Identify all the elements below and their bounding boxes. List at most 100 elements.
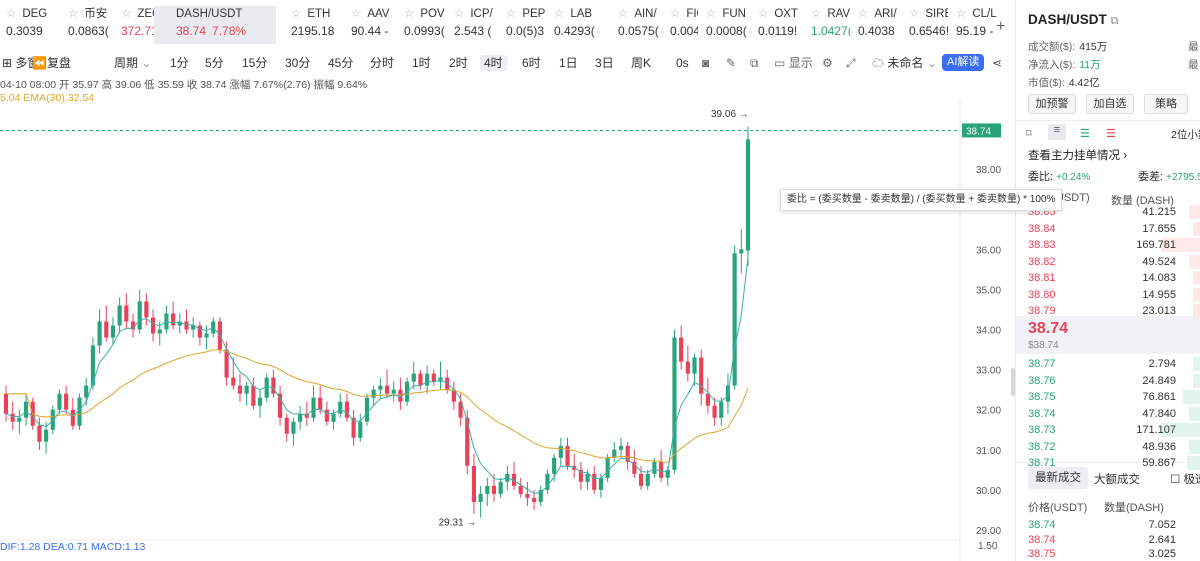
candle-body [344,401,349,418]
add-ticker-button[interactable]: + [996,18,1006,35]
star-icon[interactable]: ☆ [404,8,415,20]
asks-row[interactable]: 38.83 169.781 [1028,237,1200,253]
bids-row[interactable]: 38.77 2.794 [1028,356,1200,372]
bids-row[interactable]: 38.73 171.107 [1028,422,1200,438]
interval-30分[interactable]: 30分 [285,56,311,70]
ticker-15[interactable]: ☆ ARI/0.4038 [858,6,901,44]
orderbook-asks-icon[interactable]: ☰ [1106,128,1116,140]
ticker-10[interactable]: ☆ AIN/0.0575( [618,6,662,44]
asks-row[interactable]: 38.81 14.083 [1028,270,1200,286]
ticker-8[interactable]: ☆ PEP 0.0(5)3 [506,6,546,44]
bids-row[interactable]: 38.72 48.936 [1028,439,1200,455]
tab-large-trades[interactable]: 大额成交 [1094,474,1140,486]
bids-row[interactable]: 38.75 76.861 [1028,389,1200,405]
star-icon[interactable]: ☆ [706,8,717,20]
star-icon[interactable]: ☆ [554,8,565,20]
interval-1日[interactable]: 1日 [559,56,578,70]
star-icon[interactable]: ☆ [670,8,681,20]
interval-15分[interactable]: 15分 [242,56,268,70]
trade-row: 38.74 7.052 [1028,519,1176,531]
layout-name-dropdown[interactable]: ☁ 未命名 ⌄ [872,56,937,70]
y-tick-label: 36.00 [976,245,1001,256]
orderbook-bids-icon[interactable]: ☰ [1080,128,1090,140]
interval-5分[interactable]: 5分 [205,56,224,70]
replay-button[interactable]: ⏪复盘 [32,56,71,70]
ticker-7[interactable]: ☆ ICP/2.543 ( [454,6,498,44]
interval-4时[interactable]: 4时 [480,55,507,71]
display-button[interactable]: ▭ 显示 [774,56,813,70]
star-icon[interactable]: ☆ [858,8,869,20]
strategy-button[interactable]: 策略 [1144,94,1188,114]
ticker-9[interactable]: ☆ LAB 0.4293( [554,6,610,44]
ticker-price: 372.71 [121,24,158,38]
layout-icon[interactable]: ⧉ [750,56,759,70]
ticker-0[interactable]: ☆ DEG 0.3039 [6,6,60,44]
share-icon[interactable]: ⋖ [992,56,1003,70]
star-icon[interactable]: ☆ [909,8,920,20]
ticker-11[interactable]: ☆FIO/0.0047: [670,6,698,44]
panel-collapse-handle[interactable] [1011,368,1015,396]
period-dropdown[interactable]: 周期 ⌄ [114,56,152,70]
star-icon[interactable]: ☆ [618,8,629,20]
bids-row[interactable]: 38.76 24.849 [1028,373,1200,389]
multi-window-button[interactable]: ⊞ 多窗 [2,56,40,70]
decimal-dropdown[interactable]: 2位小数 [1171,129,1200,141]
asks-row[interactable]: 38.84 17.655 [1028,221,1200,237]
y-tick-label: 32.00 [976,406,1001,417]
star-icon[interactable]: ☆ [351,8,362,20]
ticker-3[interactable]: DASH/USDT 38.74 7.78% [154,6,276,44]
add-favorite-button[interactable]: 加自选 [1086,94,1134,114]
bids-row[interactable]: 38.74 47.840 [1028,406,1200,422]
star-icon[interactable]: ☆ [291,8,302,20]
candle-body [632,461,637,474]
star-icon[interactable]: ☆ [121,8,132,20]
star-icon[interactable]: ☆ [454,8,465,20]
ticker-5[interactable]: ☆ AAV 90.44 - [351,6,396,44]
weibi-tooltip: 委比 = (委买数量 - 委卖数量) / (委买数量 + 委卖数量) * 100… [780,189,1063,211]
candle-body [37,425,42,442]
fullscreen-icon[interactable]: ⤢ [846,56,856,70]
ticker-2[interactable]: ☆ZEC 372.71 [121,6,158,44]
pen-icon[interactable]: ✎ [726,56,737,70]
interval-1分[interactable]: 1分 [170,56,189,70]
add-alert-button[interactable]: 加预警 [1028,94,1076,114]
star-icon[interactable]: ☆ [506,8,517,20]
interval-3日[interactable]: 3日 [595,56,614,70]
tab-latest-trades[interactable]: 最新成交 [1028,467,1088,489]
ticker-6[interactable]: ☆ POV 0.0993( [404,6,446,44]
order-qty: 24.849 [1142,374,1176,387]
interval-2时[interactable]: 2时 [449,56,468,70]
ai-interpret-button[interactable]: AI解读 [942,54,985,71]
main-orders-link[interactable]: 查看主力挂单情况 › [1028,150,1128,162]
star-icon[interactable]: ☆ [68,8,79,20]
fast-toggle[interactable]: ☐ 极速 [1170,474,1200,486]
ticker-4[interactable]: ☆ ETH 2195.18 [291,6,343,44]
bookmark-icon[interactable]: ⌑ [1026,128,1032,140]
interval-1时[interactable]: 1时 [412,56,431,70]
interval-6时[interactable]: 6时 [522,56,541,70]
ticker-17[interactable]: ☆ CL/L 95.19 - [956,6,1001,44]
asks-row[interactable]: 38.80 14.955 [1028,287,1200,303]
ticker-name: ☆ ICP/ [454,8,493,20]
interval-分时[interactable]: 分时 [370,56,395,70]
star-icon[interactable]: ☆ [6,8,17,20]
interval-周K[interactable]: 周K [631,56,652,70]
interval-45分[interactable]: 45分 [328,56,354,70]
star-icon[interactable]: ☆ [956,8,967,20]
ticker-14[interactable]: ☆ RAV 1.0427( [811,6,850,44]
bids-row[interactable]: 38.71 59.867 [1028,455,1200,471]
orderbook-both-icon[interactable]: ≡ [1048,124,1066,140]
copy-icon[interactable]: ⧉ [1110,15,1119,27]
star-icon[interactable]: ☆ [811,8,822,20]
ticker-13[interactable]: ☆ OXT 0.0119! [758,6,803,44]
ticker-12[interactable]: ☆ FUN 0.0008( [706,6,750,44]
order-price: 38.82 [1028,255,1056,268]
asks-row[interactable]: 38.79 23.013 [1028,303,1200,319]
settings-icon[interactable]: ⚙ [822,56,833,70]
candlestick-chart[interactable]: 39.0038.0036.0035.0034.0033.0032.0031.00… [0,100,1015,561]
ticker-16[interactable]: ☆SIRE 0.6546! [909,6,948,44]
asks-row[interactable]: 38.82 49.524 [1028,254,1200,270]
ticker-1[interactable]: ☆ 币安 0.0863( [68,6,113,44]
camera-icon[interactable]: ◙ [702,56,710,70]
star-icon[interactable]: ☆ [758,8,769,20]
